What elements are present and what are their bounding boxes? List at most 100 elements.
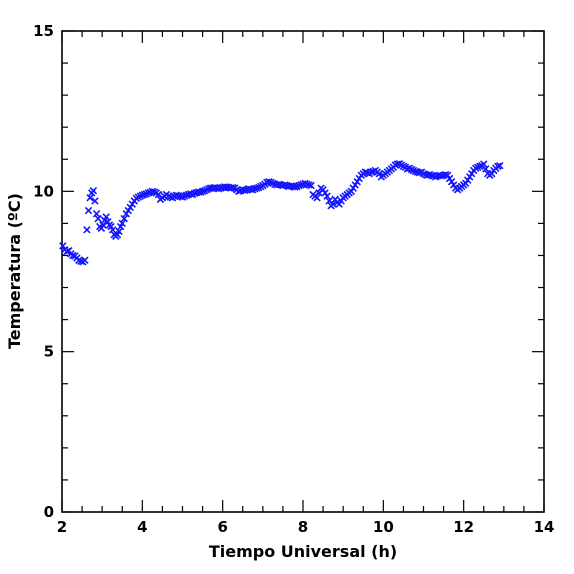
data-point: [323, 192, 331, 200]
data-point: [467, 169, 476, 178]
data-point-stroke: [120, 214, 128, 223]
x-tick-label: 10: [373, 518, 394, 536]
data-point: [463, 176, 472, 184]
data-point: [104, 218, 112, 226]
data-point: [488, 169, 496, 178]
x-tick-label: 8: [298, 518, 308, 536]
data-point-stroke: [467, 169, 476, 178]
data-point: [480, 160, 488, 168]
data-point-stroke: [480, 160, 488, 168]
data-point: [107, 222, 115, 231]
data-point: [116, 222, 125, 231]
data-point-stroke: [447, 177, 456, 186]
data-point-stroke: [482, 165, 490, 173]
data-point: [319, 185, 327, 194]
y-tick-label: 0: [44, 503, 54, 521]
data-point-stroke: [128, 200, 137, 208]
data-point-stroke: [445, 174, 454, 183]
data-point: [102, 213, 110, 221]
data-point-stroke: [443, 171, 452, 180]
data-point-stroke: [496, 161, 504, 170]
data-point: [313, 194, 321, 202]
data-point-stroke: [166, 193, 175, 201]
data-point-stroke: [69, 251, 77, 260]
data-point: [59, 242, 67, 250]
data-point-stroke: [108, 226, 117, 234]
data-point: [321, 189, 329, 197]
x-axis-label: Tiempo Universal (h): [209, 542, 397, 561]
data-point: [496, 161, 504, 170]
data-point-stroke: [488, 169, 496, 178]
data-point: [443, 171, 452, 180]
data-point-stroke: [465, 173, 474, 181]
data-point-stroke: [99, 221, 107, 229]
data-points: [59, 160, 504, 266]
data-point: [124, 206, 133, 215]
data-point-stroke: [305, 181, 313, 189]
data-point: [94, 214, 102, 223]
data-point-stroke: [313, 194, 321, 202]
data-point-stroke: [347, 187, 355, 196]
x-tick-label: 12: [453, 518, 474, 536]
data-point-stroke: [321, 189, 329, 197]
y-axis-label: Temperatura (ºC): [5, 193, 24, 349]
data-point: [447, 177, 456, 186]
data-point: [351, 181, 359, 189]
data-point: [120, 214, 128, 223]
data-point: [461, 179, 470, 188]
data-point-stroke: [325, 197, 333, 205]
y-tick-labels: 0 5 10 15: [33, 22, 54, 521]
data-point-stroke: [115, 227, 123, 236]
data-point-stroke: [89, 186, 98, 195]
y-tick-label: 5: [44, 343, 54, 361]
data-point: [84, 206, 93, 215]
data-point-stroke: [307, 181, 315, 190]
data-point-stroke: [86, 194, 94, 202]
data-point: [482, 165, 490, 173]
data-point: [118, 219, 126, 228]
data-point-stroke: [206, 184, 215, 192]
data-point-stroke: [100, 216, 109, 224]
data-point-stroke: [107, 222, 115, 231]
data-point: [126, 203, 135, 212]
data-point-stroke: [449, 181, 458, 189]
data-point-stroke: [154, 190, 163, 199]
y-tick-label: 15: [33, 22, 54, 40]
data-point-stroke: [335, 200, 343, 208]
data-point-stroke: [228, 183, 237, 192]
data-point: [122, 210, 130, 218]
data-point: [349, 184, 357, 192]
data-point: [83, 226, 91, 234]
data-point: [89, 186, 98, 195]
data-point: [86, 194, 94, 202]
data-point: [81, 256, 89, 265]
data-point-stroke: [65, 246, 73, 255]
data-point-stroke: [104, 218, 112, 226]
data-point: [128, 200, 137, 208]
data-point-stroke: [323, 192, 331, 200]
data-point-stroke: [118, 219, 126, 228]
data-point-stroke: [461, 179, 470, 188]
data-point-stroke: [441, 170, 450, 179]
data-point-stroke: [94, 214, 102, 223]
data-point-stroke: [463, 176, 472, 184]
data-point-stroke: [331, 195, 339, 204]
axis-ticks: [61, 30, 545, 513]
data-point-stroke: [81, 256, 89, 265]
x-tick-labels: 2 4 6 8 10 12 14: [57, 518, 555, 536]
data-point: [113, 230, 122, 239]
data-point-stroke: [102, 213, 110, 221]
data-point-stroke: [77, 257, 85, 265]
data-point: [91, 197, 99, 205]
data-point: [465, 173, 474, 181]
data-point-stroke: [116, 222, 125, 231]
x-tick-label: 14: [534, 518, 555, 536]
data-point-stroke: [186, 190, 195, 198]
data-point-stroke: [59, 242, 67, 250]
data-point-stroke: [83, 226, 91, 234]
data-point-stroke: [97, 224, 106, 232]
data-point-stroke: [113, 230, 122, 239]
plot-frame: [61, 30, 545, 513]
x-tick-label: 6: [217, 518, 227, 536]
